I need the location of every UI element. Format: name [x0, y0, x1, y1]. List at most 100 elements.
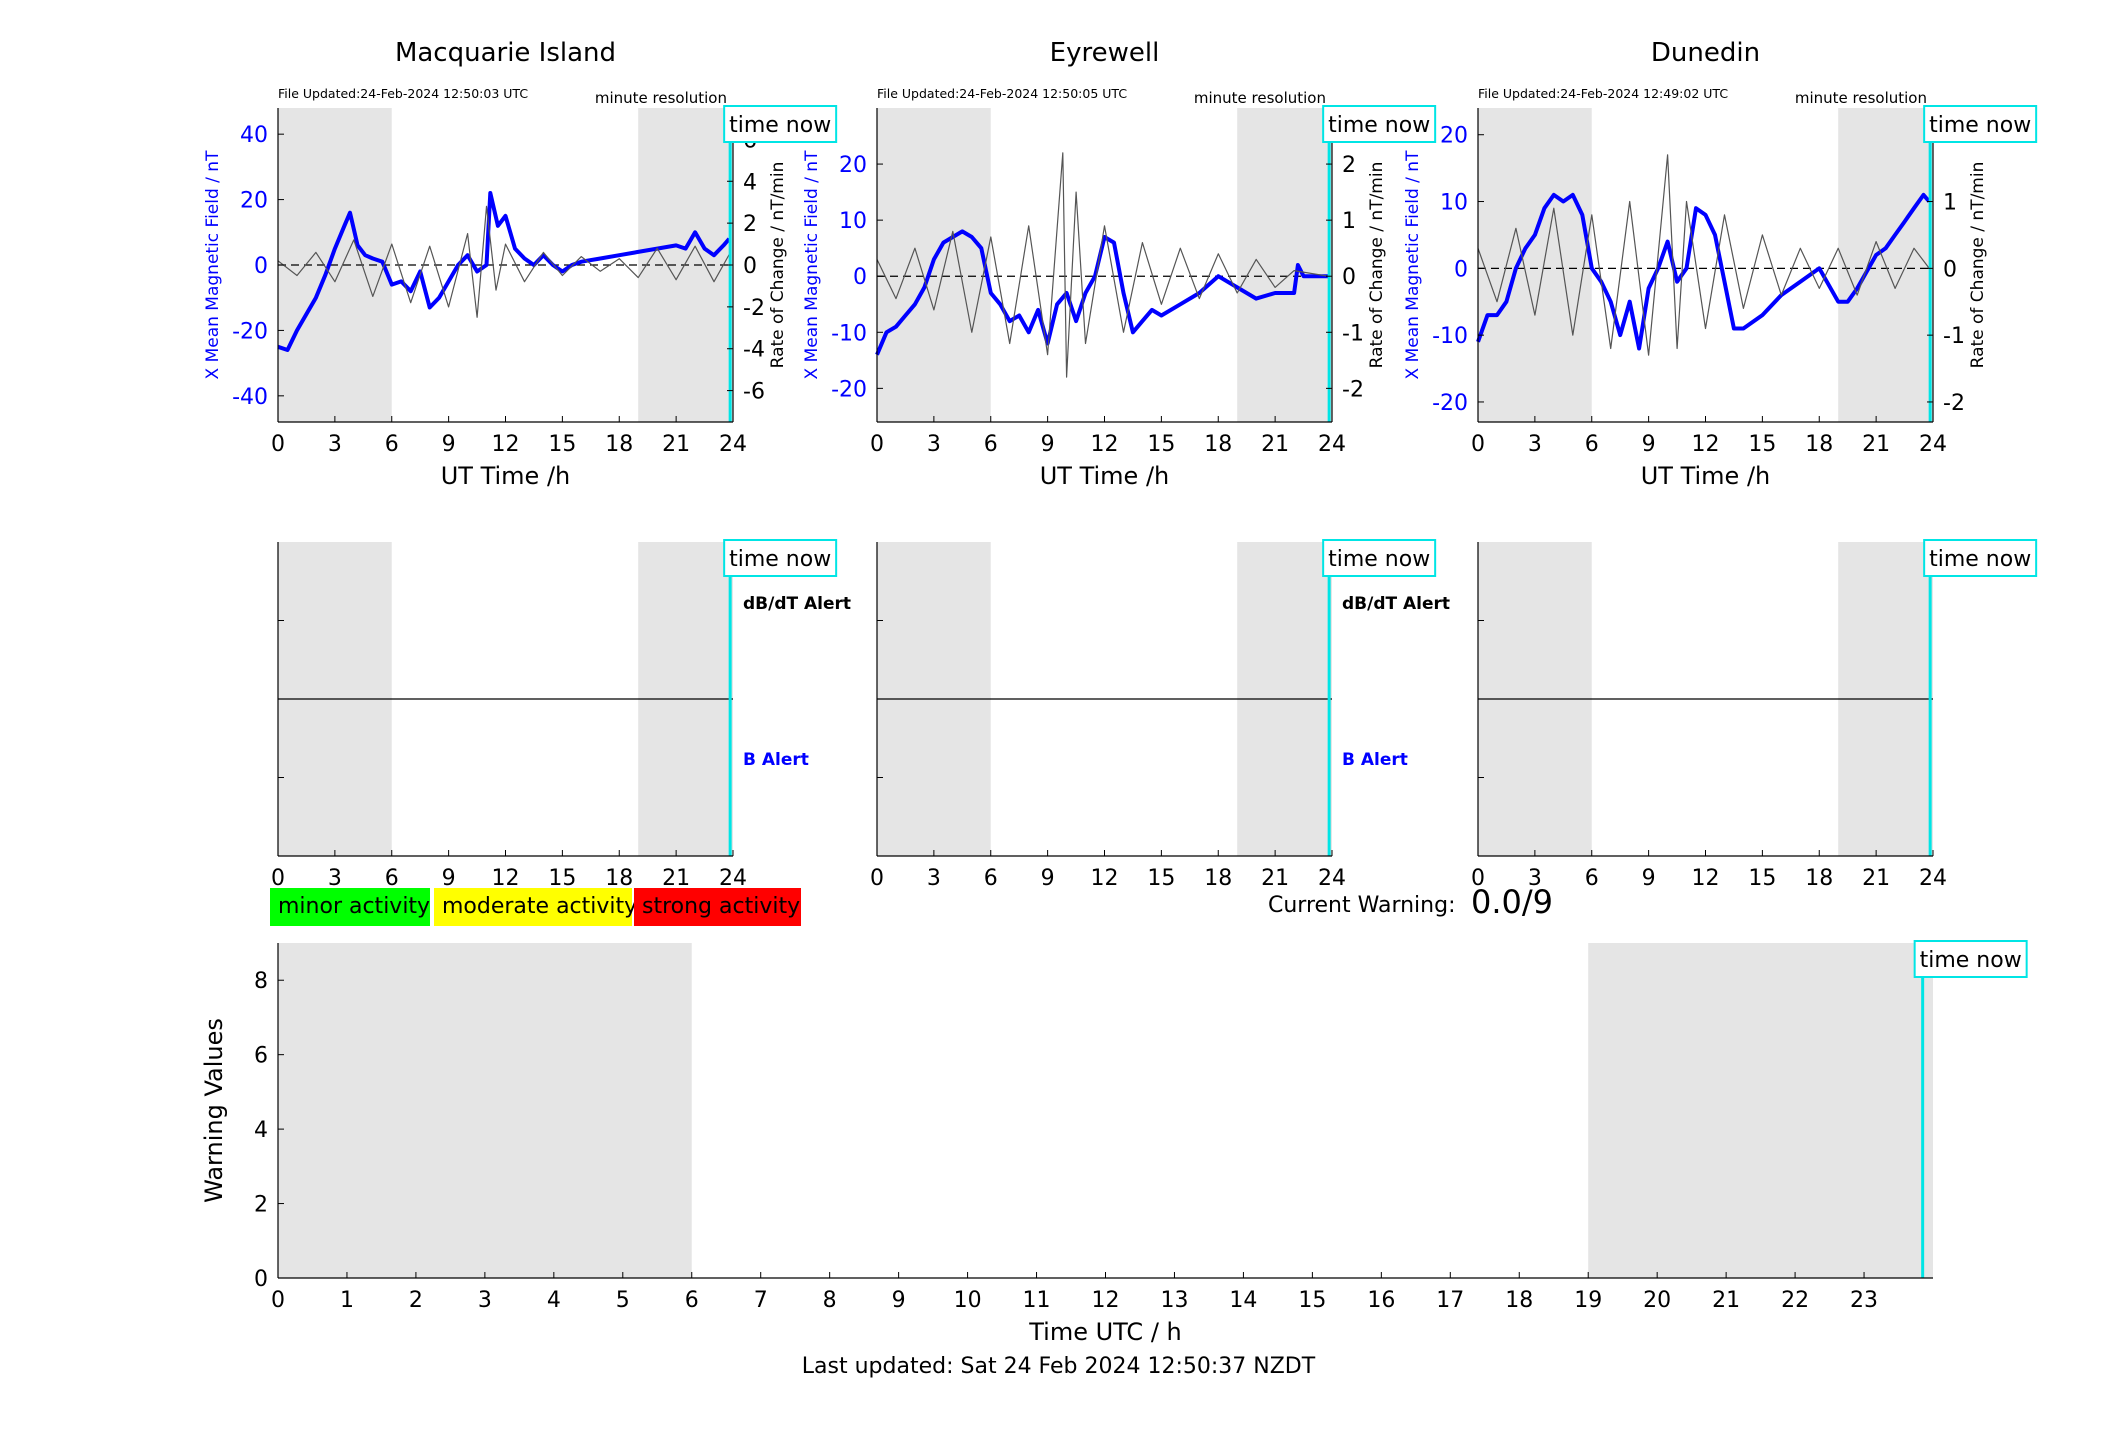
y-tick-label: 0 [254, 254, 268, 279]
x-tick-label: 10 [954, 1288, 982, 1313]
x-tick-label: 21 [1862, 866, 1890, 891]
rate-series-line [277, 205, 730, 318]
x-tick-label: 24 [1919, 866, 1947, 891]
y-right-tick-label: -2 [1342, 377, 1364, 402]
x-tick-label: 24 [719, 866, 747, 891]
y-axis-right-label: Rate of Change / nT/min [1968, 162, 1988, 369]
x-tick-label: 14 [1229, 1288, 1257, 1313]
resolution-label: minute resolution [1194, 89, 1326, 107]
y-tick-label: -40 [232, 385, 268, 410]
x-tick-label: 19 [1574, 1288, 1602, 1313]
x-tick-label: 3 [1528, 432, 1542, 457]
b-alert-label: B Alert [743, 750, 809, 770]
y-tick-label: -20 [232, 319, 268, 344]
x-tick-label: 6 [685, 1288, 699, 1313]
dbdt-alert-label: dB/dT Alert [743, 594, 851, 614]
y-right-tick-label: 1 [1943, 191, 1957, 216]
x-tick-label: 15 [1147, 866, 1175, 891]
time-now-label: time now [729, 113, 831, 138]
x-tick-label: 16 [1367, 1288, 1395, 1313]
x-tick-label: 3 [927, 866, 941, 891]
x-tick-label: 12 [1091, 866, 1119, 891]
x-tick-label: 13 [1160, 1288, 1188, 1313]
y-right-tick-label: -2 [1943, 391, 1965, 416]
night-shade [1588, 943, 1933, 1278]
y-right-tick-label: -1 [1943, 324, 1965, 349]
chart-panel-6: 0 1 2 3 4 5 6 7 8 9 10 11 12 13 14 15 16 17 18 19 20 21 22 2302… [200, 940, 2028, 1346]
y-tick-label: 0 [254, 1267, 268, 1292]
x-axis-label: Time UTC / h [1028, 1318, 1182, 1346]
x-tick-label: 4 [547, 1288, 561, 1313]
x-tick-label: 3 [328, 432, 342, 457]
time-now-box [1923, 539, 2038, 577]
x-tick-label: 21 [1712, 1288, 1740, 1313]
x-tick-label: 18 [1204, 432, 1232, 457]
x-axis-label: UT Time /h [441, 462, 571, 490]
y-tick-label: -10 [1432, 324, 1468, 349]
x-tick-label: 12 [1091, 432, 1119, 457]
y-right-tick-label: 0 [1943, 257, 1957, 282]
x-tick-label: 23 [1850, 1288, 1878, 1313]
legend-minor-activity: minor activity [270, 888, 430, 926]
current-warning-value: 0.0/9 [1471, 883, 1554, 921]
x-tick-label: 9 [1642, 866, 1656, 891]
x-tick-label: 15 [1748, 432, 1776, 457]
y-tick-label: 20 [240, 189, 268, 214]
time-now-label: time now [1328, 547, 1430, 572]
x-tick-label: 9 [1642, 432, 1656, 457]
x-axis-label: UT Time /h [1040, 462, 1170, 490]
x-tick-label: 9 [892, 1288, 906, 1313]
time-now-box [1913, 940, 2028, 978]
x-tick-label: 22 [1781, 1288, 1809, 1313]
time-now-box [1923, 105, 2038, 143]
time-now-label: time now [1929, 113, 2031, 138]
x-tick-label: 12 [1092, 1288, 1120, 1313]
y-right-tick-label: 0 [1342, 265, 1356, 290]
x-tick-label: 6 [1585, 432, 1599, 457]
x-tick-label: 18 [605, 432, 633, 457]
file-updated-label: File Updated:24-Feb-2024 12:50:03 UTC [278, 86, 528, 101]
x-tick-label: 6 [1585, 866, 1599, 891]
y-tick-label: 10 [1440, 191, 1468, 216]
y-right-tick-label: 0 [743, 254, 757, 279]
x-tick-label: 9 [442, 866, 456, 891]
x-tick-label: 18 [1805, 866, 1833, 891]
x-tick-label: 24 [1318, 866, 1346, 891]
y-tick-label: 0 [1454, 257, 1468, 282]
y-tick-label: -20 [1432, 391, 1468, 416]
x-tick-label: 8 [823, 1288, 837, 1313]
y-axis-label: X Mean Magnetic Field / nT [802, 150, 822, 380]
night-shade [1237, 108, 1332, 422]
x-tick-label: 15 [548, 432, 576, 457]
y-axis-label: X Mean Magnetic Field / nT [203, 150, 223, 380]
time-now-label: time now [729, 547, 831, 572]
y-right-tick-label: -2 [743, 296, 765, 321]
chart-panel-2: 03691215182124-20-1001020-2-1012DunedinF… [1403, 38, 2038, 490]
x-tick-label: 12 [1692, 866, 1720, 891]
x-tick-label: 24 [1318, 432, 1346, 457]
y-right-tick-label: 2 [743, 212, 757, 237]
field-series-line [875, 229, 1329, 356]
x-tick-label: 0 [1471, 866, 1485, 891]
x-tick-label: 17 [1436, 1288, 1464, 1313]
x-tick-label: 0 [870, 432, 884, 457]
y-tick-label: 10 [839, 209, 867, 234]
time-now-box [723, 105, 838, 143]
x-tick-label: 6 [385, 432, 399, 457]
y-tick-label: 8 [254, 969, 268, 994]
x-tick-label: 6 [984, 432, 998, 457]
time-now-box [723, 539, 838, 577]
y-axis-right-label: Rate of Change / nT/min [768, 162, 788, 369]
x-tick-label: 0 [870, 866, 884, 891]
x-tick-label: 18 [1805, 432, 1833, 457]
y-tick-label: 20 [839, 153, 867, 178]
field-series-line [1476, 192, 1931, 351]
x-tick-label: 24 [1919, 432, 1947, 457]
resolution-label: minute resolution [1795, 89, 1927, 107]
y-right-tick-label: -4 [743, 338, 765, 363]
x-tick-label: 15 [1147, 432, 1175, 457]
night-shade [1478, 108, 1592, 422]
x-tick-label: 15 [1298, 1288, 1326, 1313]
time-now-label: time now [1920, 948, 2022, 973]
